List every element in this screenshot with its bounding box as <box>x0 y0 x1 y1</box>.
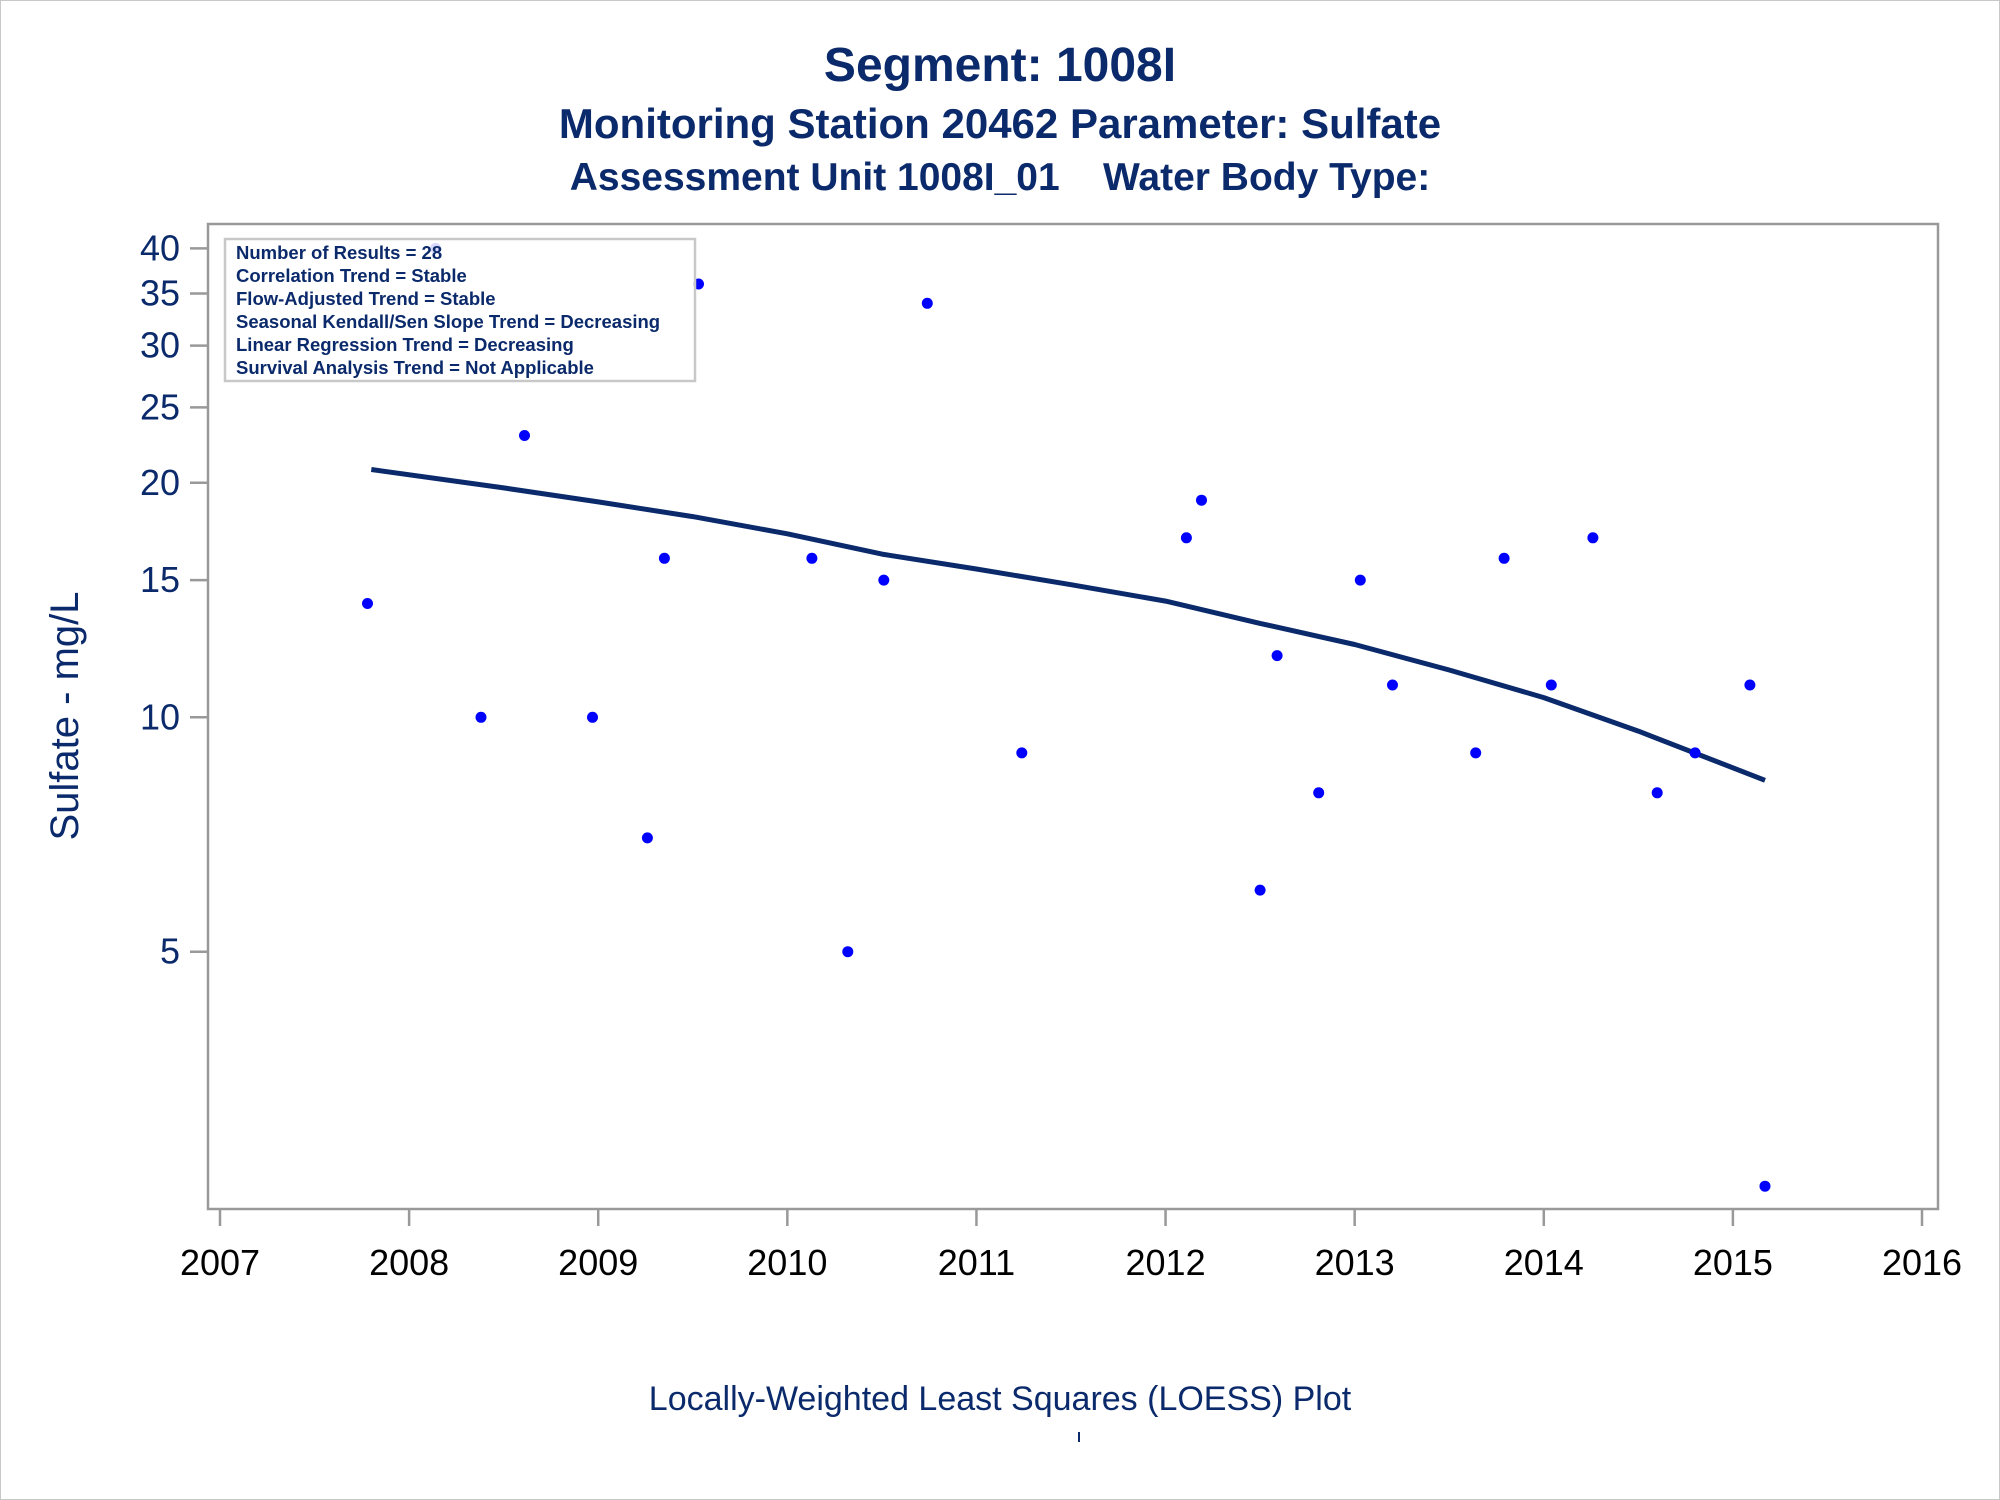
data-point-17 <box>1271 650 1283 662</box>
data-point-4 <box>519 430 530 441</box>
data-point-22 <box>1498 552 1510 564</box>
loess-curve <box>370 467 1766 783</box>
data-point-25 <box>1651 787 1663 799</box>
data-point-12 <box>921 297 933 309</box>
y-axis: 5 10 15 20 25 30 35 40 <box>140 227 208 972</box>
data-point-6 <box>641 832 653 844</box>
stat-number-of-results: Number of Results = 28 <box>236 242 442 263</box>
data-point-20 <box>1387 679 1398 691</box>
chart-footnote: Locally-Weighted Least Squares (LOESS) P… <box>648 1380 1352 1418</box>
x-axis: 2007 2008 2009 2010 2011 2012 2013 2014 2015 2016 <box>180 1209 1962 1283</box>
assessment-unit-label: Assessment Unit 1008I_01 <box>569 156 1060 199</box>
data-point-13 <box>1016 747 1028 759</box>
x-tick-label-2015: 2015 <box>1693 1242 1773 1283</box>
data-point-9 <box>806 552 818 564</box>
data-points-layer <box>362 242 1771 1192</box>
data-point-15 <box>1196 494 1207 506</box>
chart-subtitle: Monitoring Station 20462 Parameter: Sulf… <box>558 100 1442 147</box>
x-tick-label-2011: 2011 <box>938 1242 1015 1283</box>
footnote-tick-mark <box>1078 1432 1080 1442</box>
chart-subtitle-2: Assessment Unit 1008I_01 Water Body Type… <box>0 156 2000 200</box>
data-point-28 <box>1759 1180 1771 1192</box>
data-point-21 <box>1470 747 1482 759</box>
data-point-14 <box>1180 532 1192 544</box>
x-tick-label-2016: 2016 <box>1882 1242 1962 1283</box>
data-point-26 <box>1689 747 1701 759</box>
data-point-7 <box>658 552 670 564</box>
stat-survival-analysis-trend: Survival Analysis Trend = Not Applicable <box>236 357 594 378</box>
data-point-10 <box>842 946 854 958</box>
y-tick-label-10: 10 <box>140 696 180 737</box>
x-tick-label-2014: 2014 <box>1504 1242 1584 1283</box>
data-point-23 <box>1545 679 1557 691</box>
x-tick-label-2010: 2010 <box>747 1242 827 1283</box>
data-point-11 <box>878 574 890 586</box>
trend-statistics-box: Number of Results = 28 Correlation Trend… <box>223 237 697 383</box>
y-tick-label-40: 40 <box>140 227 180 268</box>
data-point-1 <box>362 598 373 609</box>
y-tick-label-15: 15 <box>140 559 180 600</box>
x-tick-label-2012: 2012 <box>1126 1242 1206 1283</box>
data-point-24 <box>1587 532 1599 544</box>
x-tick-label-2007: 2007 <box>180 1242 260 1283</box>
data-point-16 <box>1254 884 1266 896</box>
y-tick-label-20: 20 <box>140 462 180 503</box>
y-tick-label-25: 25 <box>140 386 180 427</box>
data-point-3 <box>475 711 487 723</box>
chart-title: Segment: 1008I <box>823 39 1177 92</box>
data-point-18 <box>1313 787 1325 799</box>
data-point-5 <box>587 711 598 723</box>
data-point-27 <box>1744 679 1756 691</box>
y-tick-label-30: 30 <box>140 325 180 366</box>
y-tick-label-35: 35 <box>140 273 180 314</box>
stat-correlation-trend: Correlation Trend = Stable <box>236 265 467 286</box>
x-tick-label-2008: 2008 <box>369 1242 449 1283</box>
stat-linear-regression-trend: Linear Regression Trend = Decreasing <box>236 334 574 355</box>
y-tick-label-5: 5 <box>160 931 180 972</box>
stat-seasonal-kendall-trend: Seasonal Kendall/Sen Slope Trend = Decre… <box>236 311 660 332</box>
stat-flow-adjusted-trend: Flow-Adjusted Trend = Stable <box>236 288 496 309</box>
data-point-19 <box>1354 574 1366 586</box>
x-tick-label-2009: 2009 <box>558 1242 638 1283</box>
stats-box-frame <box>223 237 697 383</box>
loess-curve-layer <box>370 467 1766 783</box>
x-tick-label-2013: 2013 <box>1315 1242 1395 1283</box>
water-body-type-label: Water Body Type: <box>1103 156 1431 199</box>
y-axis-title: Sulfate - mg/L <box>43 591 87 840</box>
